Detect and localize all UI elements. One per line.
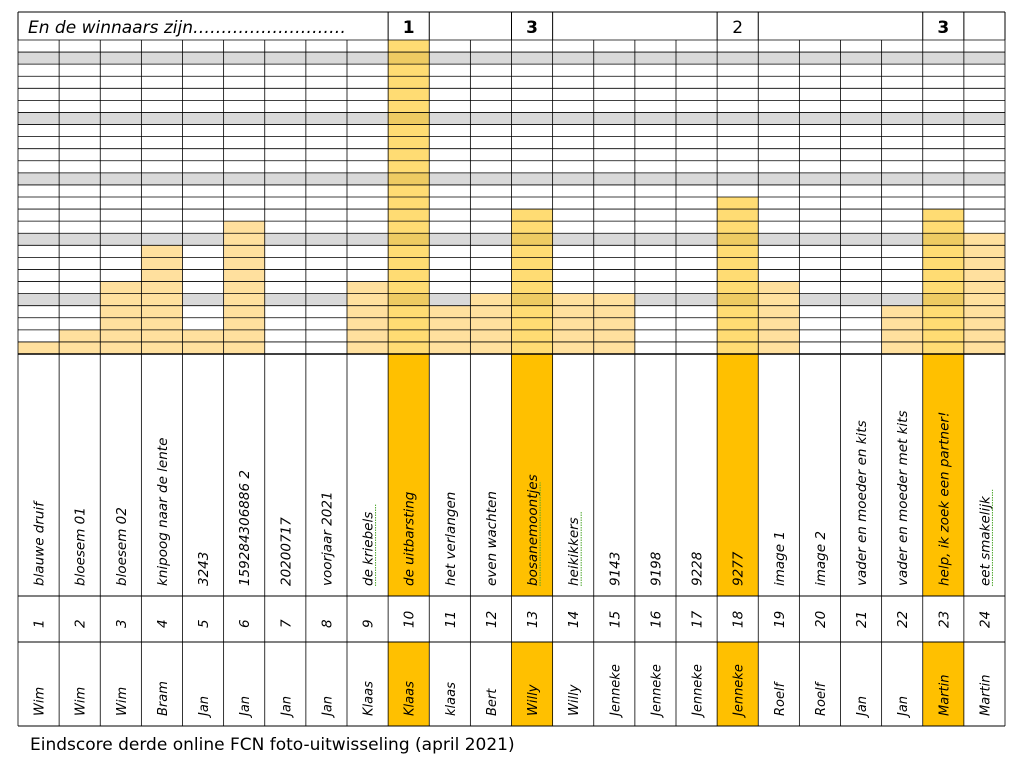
winner-title-cell-10	[388, 354, 430, 596]
photo-number-15: 15	[607, 611, 623, 628]
photo-title-24: eet smakelijk	[977, 495, 993, 586]
photo-number-17: 17	[690, 610, 706, 628]
photo-number-10: 10	[402, 611, 418, 628]
author-11: klaas	[444, 682, 459, 716]
header-title: En de winnaars zijn………………………	[28, 18, 346, 38]
photo-title-8: voorjaar 2021	[319, 491, 335, 586]
winner-author-cell-23	[922, 642, 964, 726]
winner-author-cell-18	[717, 642, 759, 726]
winner-author-cell-13	[511, 642, 553, 726]
photo-number-11: 11	[443, 611, 459, 628]
author-9: Klaas	[362, 681, 377, 716]
author-4: Bram	[156, 681, 171, 716]
photo-title-16: 9198	[648, 552, 664, 586]
photo-number-5: 5	[196, 619, 212, 628]
photo-title-9: de kriebels	[361, 512, 377, 586]
winner-title-cell-18	[717, 354, 759, 596]
bar-4	[141, 245, 183, 354]
photo-title-5: 3243	[196, 552, 212, 586]
author-17: Jenneke	[691, 664, 706, 719]
photo-number-13: 13	[525, 611, 541, 628]
author-5: Jan	[197, 696, 212, 719]
photo-number-9: 9	[361, 619, 377, 628]
author-22: Jan	[896, 696, 911, 719]
author-13: Willy	[526, 684, 541, 716]
author-19: Roelf	[773, 680, 788, 716]
photo-number-2: 2	[73, 619, 89, 628]
author-8: Jan	[320, 696, 335, 719]
photo-number-24: 24	[977, 611, 993, 628]
author-23: Martin	[937, 675, 952, 716]
author-15: Jenneke	[608, 664, 623, 719]
photo-number-1: 1	[32, 619, 48, 628]
bar-12	[470, 293, 512, 354]
photo-title-19: image 1	[772, 531, 788, 586]
photo-title-10: de uitbarsting	[402, 491, 418, 586]
photo-title-12: even wachten	[484, 491, 500, 586]
author-6: Jan	[238, 696, 253, 719]
winner-title-cell-23	[922, 354, 964, 596]
photo-title-15: 9143	[607, 552, 623, 586]
bar-14	[552, 293, 594, 354]
author-24: Martin	[978, 675, 993, 716]
winner-author-cell-10	[388, 642, 430, 726]
photo-title-1: blauwe druif	[32, 500, 48, 586]
photo-title-22: vader en moeder met kits	[895, 411, 911, 587]
winner-title-cell-13	[511, 354, 553, 596]
photo-number-6: 6	[237, 619, 253, 628]
author-20: Roelf	[814, 680, 829, 716]
photo-number-21: 21	[854, 611, 870, 628]
photo-title-3: bloesem 02	[114, 507, 130, 586]
photo-title-13: bosanemoontjes	[525, 474, 541, 586]
photo-title-21: vader en moeder en kits	[854, 420, 870, 586]
photo-number-20: 20	[813, 611, 829, 628]
author-16: Jenneke	[649, 664, 664, 719]
author-1: Wim	[33, 687, 48, 716]
photo-number-8: 8	[319, 619, 335, 628]
photo-title-2: bloesem 01	[73, 507, 89, 586]
author-14: Willy	[567, 684, 582, 716]
photo-number-22: 22	[895, 611, 911, 628]
photo-title-6: 159284306886 2	[237, 470, 253, 586]
photo-title-7: 20200717	[278, 517, 294, 586]
author-21: Jan	[855, 696, 870, 719]
photo-number-7: 7	[278, 619, 294, 628]
photo-title-17: 9228	[690, 552, 706, 586]
winner-rank-18: 2	[732, 18, 743, 38]
photo-number-16: 16	[648, 611, 664, 628]
photo-number-19: 19	[772, 611, 788, 628]
winner-rank-23: 3	[937, 18, 949, 38]
photo-number-14: 14	[566, 611, 582, 628]
author-10: Klaas	[403, 681, 418, 716]
photo-title-11: het verlangen	[443, 492, 459, 586]
bar-18	[717, 197, 759, 354]
author-2: Wim	[74, 687, 89, 716]
photo-number-23: 23	[936, 611, 952, 628]
chart-caption: Eindscore derde online FCN foto-uitwisse…	[30, 735, 515, 755]
winner-rank-13: 3	[526, 18, 538, 38]
photo-number-18: 18	[731, 611, 747, 628]
winner-rank-10: 1	[403, 18, 415, 38]
bar-15	[593, 293, 635, 354]
bar-1	[18, 341, 60, 354]
photo-title-20: image 2	[813, 531, 829, 586]
author-12: Bert	[485, 688, 500, 716]
photo-title-14: heikikkers	[566, 517, 582, 586]
author-7: Jan	[279, 696, 294, 719]
photo-title-23: help, ik zoek een partner!	[936, 412, 952, 586]
photo-number-12: 12	[484, 611, 500, 628]
photo-number-4: 4	[155, 619, 171, 628]
bar-6	[223, 221, 265, 354]
photo-title-4: knipoog naar de lente	[155, 438, 171, 586]
author-3: Wim	[115, 687, 130, 716]
author-18: Jenneke	[732, 664, 747, 719]
photo-title-18: 9277	[731, 551, 747, 586]
photo-number-3: 3	[114, 619, 130, 628]
